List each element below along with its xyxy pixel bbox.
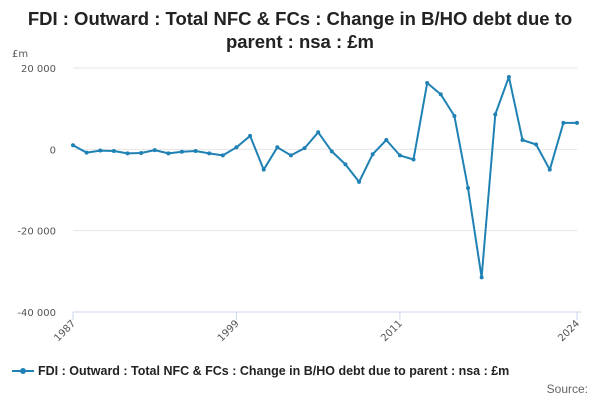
x-tick-label: 1999	[216, 318, 242, 344]
data-point[interactable]	[248, 133, 253, 138]
source-label: Source:	[546, 382, 588, 396]
data-point[interactable]	[357, 179, 362, 184]
data-point[interactable]	[411, 157, 416, 162]
x-axis: 1987 1999 2011 2024	[52, 311, 582, 344]
data-point[interactable]	[139, 150, 144, 155]
data-point[interactable]	[547, 167, 552, 172]
chart-title: FDI : Outward : Total NFC & FCs : Change…	[27, 8, 573, 52]
data-point[interactable]	[220, 153, 225, 158]
data-point[interactable]	[71, 143, 75, 148]
data-point[interactable]	[98, 148, 103, 153]
data-point[interactable]	[166, 151, 171, 156]
data-point[interactable]	[316, 130, 321, 135]
data-point[interactable]	[84, 150, 89, 155]
data-point[interactable]	[561, 120, 566, 125]
data-point[interactable]	[302, 146, 307, 151]
data-point[interactable]	[466, 185, 471, 190]
legend-label: FDI : Outward : Total NFC & FCs : Change…	[38, 364, 510, 378]
series-line	[72, 75, 577, 279]
data-point[interactable]	[111, 148, 116, 153]
data-point[interactable]	[438, 92, 443, 97]
data-point[interactable]	[125, 151, 130, 156]
y-tick-label: 0	[50, 145, 56, 156]
data-point[interactable]	[397, 153, 402, 158]
data-point[interactable]	[234, 145, 239, 150]
grid-lines	[73, 67, 577, 313]
data-point[interactable]	[329, 149, 334, 154]
data-point[interactable]	[575, 120, 579, 125]
data-point[interactable]	[425, 81, 430, 86]
data-point[interactable]	[152, 148, 157, 153]
y-tick-label: -20 000	[17, 227, 56, 238]
data-point[interactable]	[179, 149, 184, 154]
x-tick-label: 1987	[52, 318, 78, 344]
x-tick-label: 2011	[379, 318, 405, 344]
data-point[interactable]	[506, 74, 511, 79]
data-point[interactable]	[493, 112, 498, 117]
legend[interactable]: FDI : Outward : Total NFC & FCs : Change…	[12, 364, 509, 378]
data-point[interactable]	[207, 151, 212, 156]
y-tick-label: -40 000	[17, 308, 56, 319]
y-tick-label: 20 000	[21, 64, 56, 75]
data-point[interactable]	[261, 167, 266, 172]
data-point[interactable]	[384, 137, 389, 142]
x-tick-label: 2024	[556, 318, 582, 344]
data-point[interactable]	[520, 137, 525, 142]
data-point[interactable]	[370, 152, 375, 157]
y-axis: 20 000 0 -20 000 -40 000	[17, 64, 56, 319]
data-point[interactable]	[479, 275, 484, 280]
data-point[interactable]	[534, 142, 539, 147]
legend-line-marker-icon	[12, 366, 34, 376]
data-point[interactable]	[193, 148, 198, 153]
data-point[interactable]	[288, 153, 293, 158]
data-point[interactable]	[452, 113, 457, 118]
y-axis-unit-label: £m	[12, 49, 28, 60]
series-group	[71, 74, 579, 280]
data-point[interactable]	[275, 145, 280, 150]
data-point[interactable]	[343, 162, 348, 167]
